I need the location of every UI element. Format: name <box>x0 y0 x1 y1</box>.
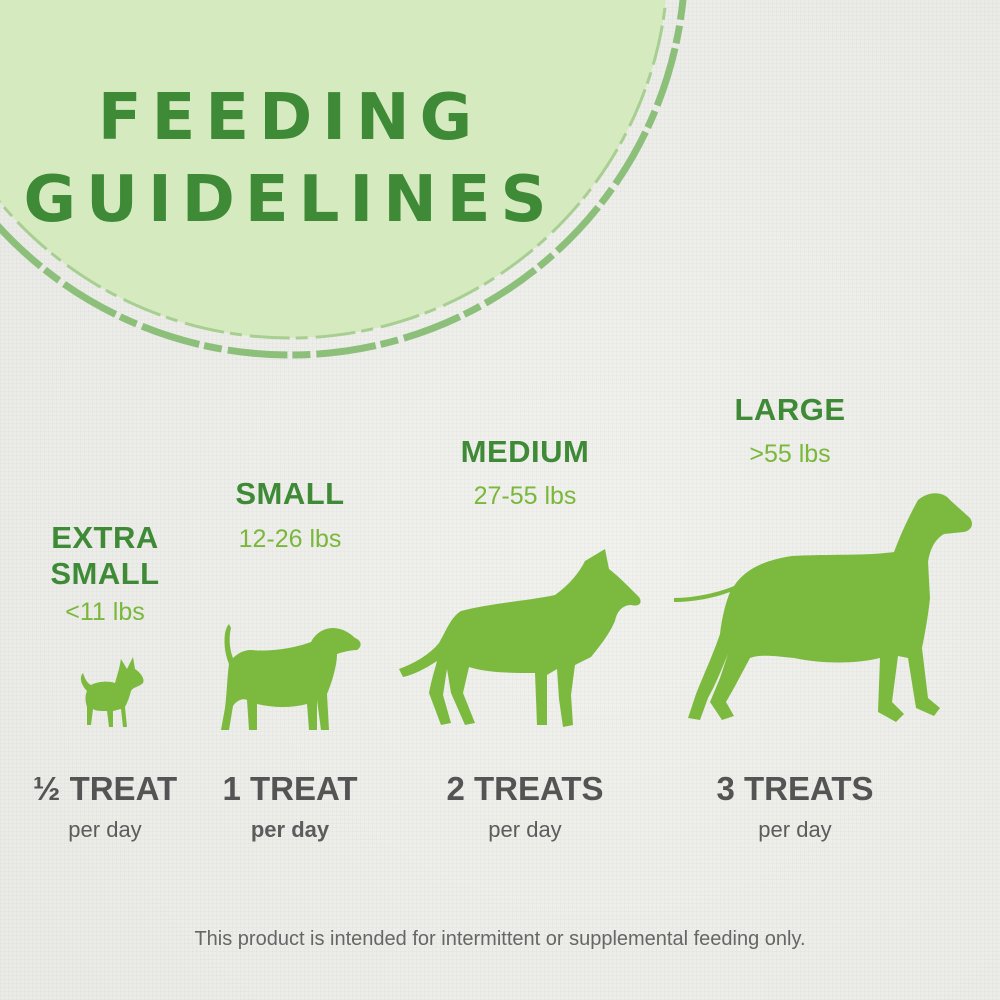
treats-extra-small: ½ TREAT <box>32 770 178 807</box>
weight-medium: 27-55 lbs <box>473 482 577 510</box>
shepherd-silhouette-icon <box>399 549 641 727</box>
beagle-silhouette-icon <box>221 624 361 730</box>
weight-small: 12-26 lbs <box>238 525 342 553</box>
size-label-extra-small: EXTRA SMALL <box>50 520 160 591</box>
disclaimer-text: This product is intended for intermitten… <box>194 928 806 950</box>
chihuahua-silhouette-icon <box>80 657 144 727</box>
title-line-2: GUIDELINES <box>23 163 557 237</box>
size-label-small: SMALL <box>235 476 345 511</box>
perday-medium: per day <box>488 817 562 842</box>
weight-large: >55 lbs <box>749 440 831 468</box>
size-label-medium: MEDIUM <box>460 434 590 469</box>
perday-large: per day <box>758 817 832 842</box>
perday-extra-small: per day <box>68 817 142 842</box>
title-circle-badge <box>0 0 687 359</box>
treats-medium: 2 TREATS <box>446 770 604 807</box>
great-dane-silhouette-icon <box>674 493 972 722</box>
perday-small: per day <box>250 817 330 842</box>
size-label-large: LARGE <box>734 392 846 427</box>
weight-extra-small: <11 lbs <box>65 598 145 626</box>
treats-large: 3 TREATS <box>716 770 874 807</box>
treats-small: 1 TREAT <box>222 770 358 807</box>
title-line-1: FEEDING <box>97 81 483 155</box>
